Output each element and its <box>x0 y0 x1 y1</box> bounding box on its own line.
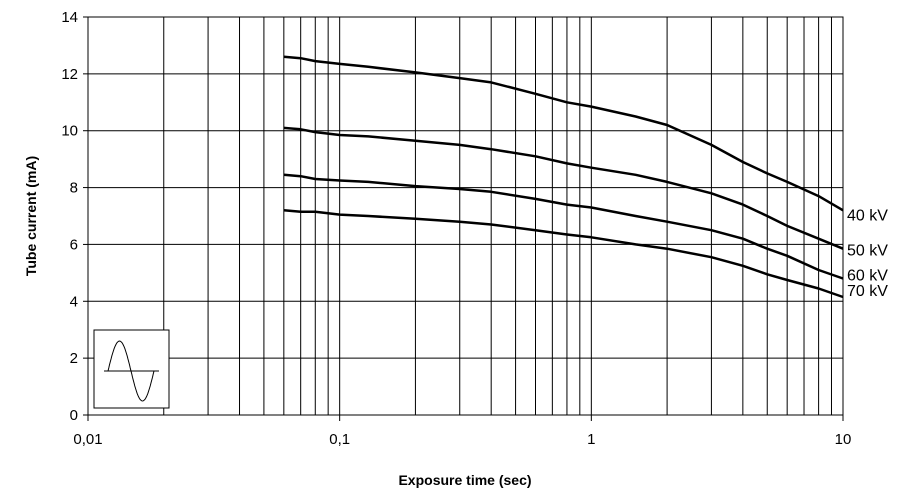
y-tick-label: 10 <box>61 123 78 140</box>
y-tick-label: 4 <box>70 293 78 310</box>
y-axis-ticks: 0 2 4 6 8 10 12 14 <box>61 9 88 424</box>
x-tick-label: 0,1 <box>329 431 350 448</box>
sine-wave-icon <box>93 329 170 409</box>
series-label-50-kv: 50 kV <box>847 243 888 260</box>
series-line-60-kv <box>283 173 844 280</box>
y-tick-label: 12 <box>61 66 78 83</box>
series-label-60-kv: 60 kV <box>847 268 888 285</box>
series-label-40-kv: 40 kV <box>847 207 888 224</box>
y-tick-label: 6 <box>70 236 78 253</box>
y-tick-label: 14 <box>61 9 78 26</box>
x-tick-label: 1 <box>587 431 595 448</box>
x-tick-label: 0,01 <box>73 431 102 448</box>
series-line-50-kv <box>283 126 844 250</box>
y-tick-label: 0 <box>70 407 78 424</box>
series-label-70-kv: 70 kV <box>847 283 888 300</box>
grid <box>87 16 843 416</box>
series-line-70-kv <box>283 209 844 299</box>
series-lines <box>283 55 844 299</box>
series-line-40-kv <box>283 55 844 212</box>
x-axis-title: Exposure time (sec) <box>398 472 531 488</box>
y-tick-label: 8 <box>70 180 78 197</box>
x-axis-ticks: 0,01 0,1 1 10 <box>73 415 851 448</box>
y-axis-title: Tube current (mA) <box>23 156 39 276</box>
plot-area-border <box>87 16 844 416</box>
x-tick-label: 10 <box>835 431 852 448</box>
y-tick-label: 2 <box>70 350 78 367</box>
